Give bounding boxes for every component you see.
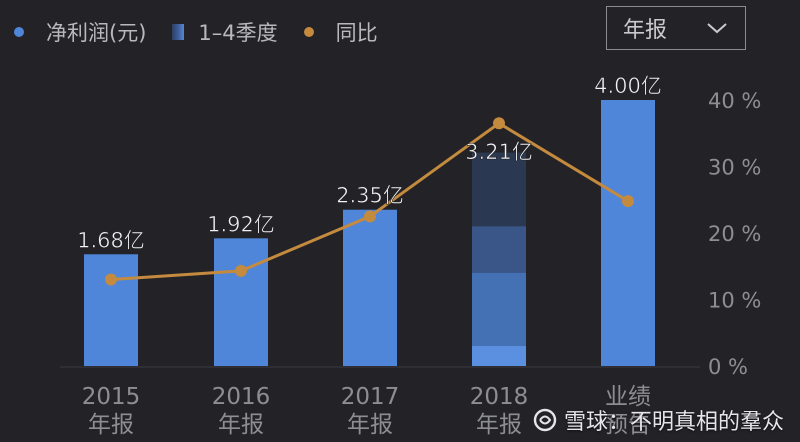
bar (84, 254, 138, 366)
legend-item-quarters[interactable]: 1–4季度 (172, 17, 278, 47)
yoy-point (235, 264, 247, 277)
x-tick-label: 年报 (88, 412, 134, 438)
period-select[interactable]: 年报 (606, 6, 746, 50)
y2-tick-label: 10 % (708, 289, 761, 313)
y2-tick-label: 20 % (708, 222, 761, 246)
yoy-point (364, 210, 376, 223)
snowball-logo-icon (533, 408, 557, 432)
period-select-value: 年报 (623, 18, 668, 43)
legend-yoy-marker (303, 27, 314, 37)
y2-tick-label: 40 % (708, 89, 761, 113)
bar (601, 100, 655, 366)
legend-quarters-marker (172, 24, 185, 40)
bar-q1 (472, 346, 526, 366)
bar (214, 238, 268, 366)
legend-profit-label: 净利润(元) (46, 21, 147, 45)
yoy-point (622, 195, 634, 208)
yoy-point (105, 273, 117, 286)
x-tick-label: 年报 (347, 412, 393, 438)
watermark-text: 雪球：不明真相的羣众 (563, 410, 784, 435)
chevron-down-icon (707, 23, 727, 34)
legend-quarters-label: 1–4季度 (198, 21, 278, 45)
legend-item-yoy[interactable]: 同比 (303, 17, 378, 47)
bar (343, 209, 397, 366)
watermark: 雪球：不明真相的羣众 (532, 404, 784, 436)
bar-data-label: 1.68亿 (77, 228, 145, 252)
y2-tick-label: 30 % (708, 156, 761, 180)
legend-profit-marker (14, 27, 24, 37)
x-tick-label: 2016 (212, 384, 271, 410)
legend: 净利润(元) 1–4季度 同比 (14, 14, 404, 50)
legend-item-profit[interactable]: 净利润(元) (14, 17, 146, 47)
x-tick-label: 预告 (605, 412, 651, 438)
y2-tick-label: 0 % (708, 355, 748, 379)
x-tick-label: 2018 (470, 384, 529, 410)
bar-data-label: 4.00亿 (594, 74, 662, 98)
x-tick-label: 2017 (341, 384, 400, 410)
legend-yoy-label: 同比 (335, 21, 378, 45)
bar-data-label: 3.21亿 (465, 140, 533, 164)
yoy-point (493, 117, 505, 130)
x-tick-label: 年报 (218, 412, 264, 438)
x-tick-label: 2015 (82, 384, 141, 410)
x-tick-label: 业绩 (605, 384, 651, 410)
bar-data-label: 2.35亿 (336, 184, 404, 208)
bar-data-label: 1.92亿 (207, 212, 275, 236)
x-tick-label: 年报 (476, 412, 522, 438)
